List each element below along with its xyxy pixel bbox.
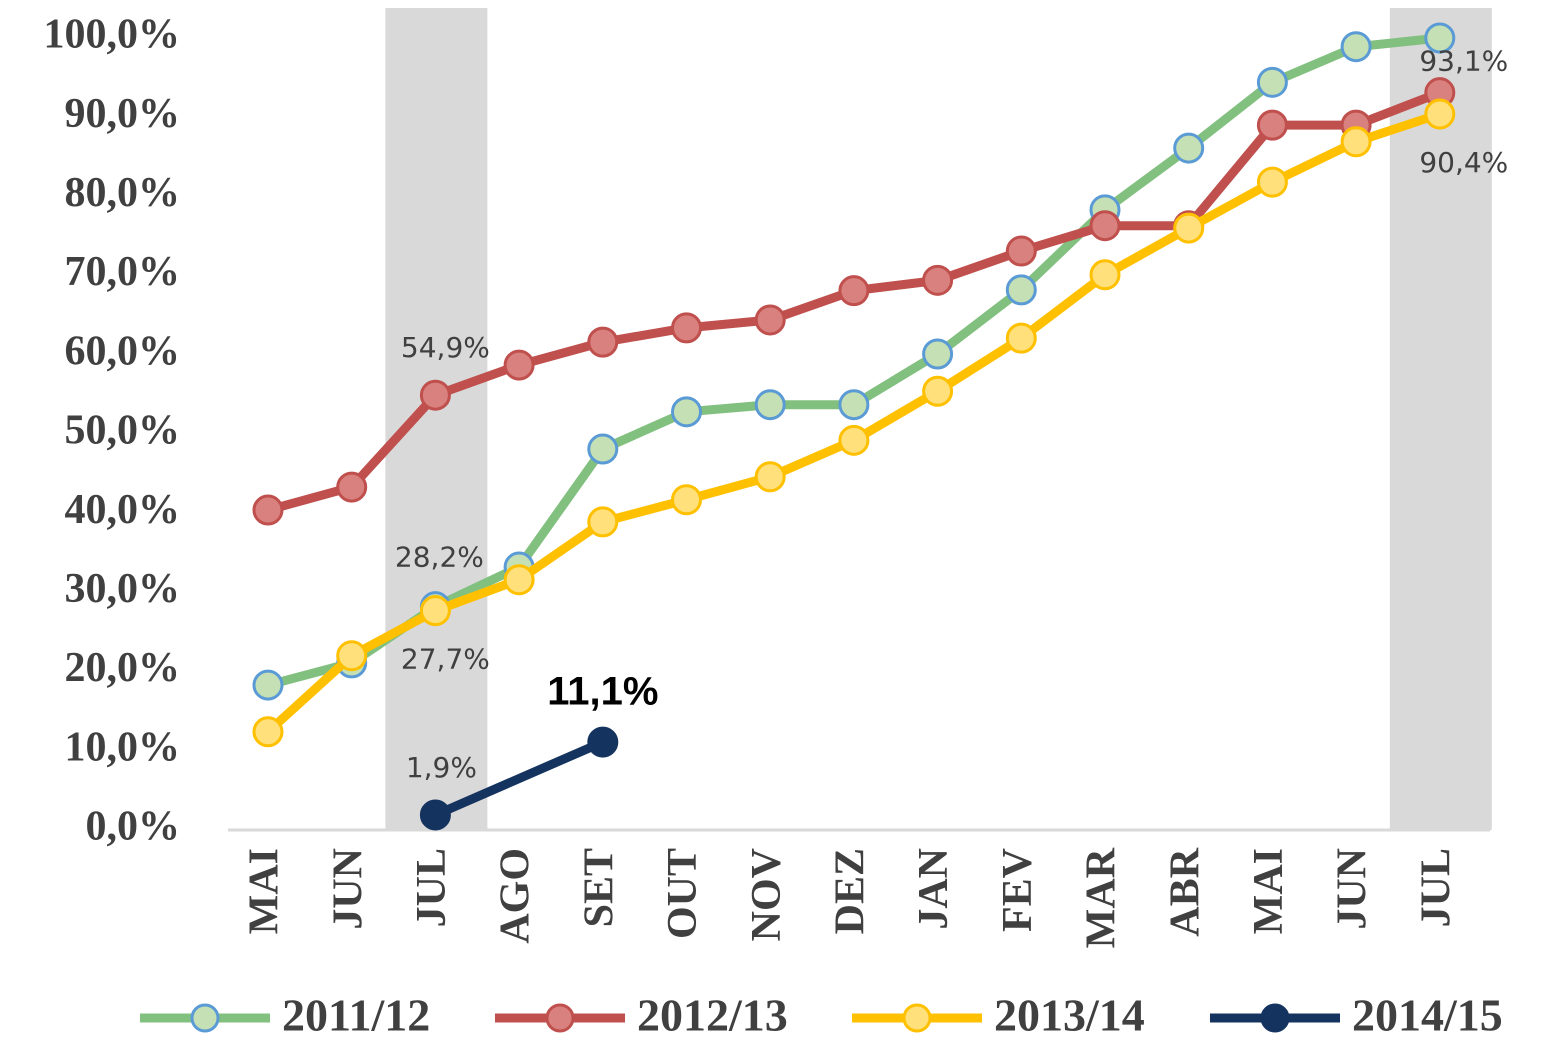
x-tick-label: JUL [1413, 848, 1459, 927]
x-tick-label: JUL [409, 848, 455, 927]
series-marker [336, 471, 368, 503]
series-marker [1089, 210, 1121, 242]
series-marker [1256, 66, 1288, 98]
x-tick-label: SET [576, 848, 622, 927]
y-tick-label: 30,0% [65, 566, 181, 612]
series-marker [336, 640, 368, 672]
x-tick-label: FEV [995, 848, 1041, 932]
y-tick-label: 90,0% [65, 91, 181, 137]
series-marker [754, 304, 786, 336]
legend-marker [1260, 1003, 1290, 1033]
data-label: 90,4% [1419, 146, 1508, 179]
highlight-band [385, 8, 488, 830]
y-tick-label: 60,0% [65, 328, 181, 374]
y-tick-label: 0,0% [86, 804, 181, 850]
series-marker [587, 726, 619, 758]
y-tick-label: 80,0% [65, 170, 181, 216]
series-marker [922, 264, 954, 296]
legend-label: 2013/14 [994, 990, 1145, 1041]
series-marker [419, 799, 451, 831]
series-marker [754, 461, 786, 493]
series-marker [1005, 235, 1037, 267]
x-tick-label: MAI [242, 848, 288, 934]
data-label: 1,9% [406, 751, 477, 784]
series-marker [587, 506, 619, 538]
series-marker [503, 564, 535, 596]
series-marker [1340, 126, 1372, 158]
series-line [433, 737, 605, 820]
series-marker [252, 716, 284, 748]
x-tick-label: ABR [1162, 847, 1208, 936]
series-marker [1424, 22, 1456, 54]
legend-marker [545, 1003, 575, 1033]
y-tick-label: 40,0% [65, 487, 181, 533]
series-marker [671, 312, 702, 344]
series-marker [587, 326, 619, 358]
x-tick-label: JUN [325, 848, 371, 930]
legend-label: 2012/13 [637, 990, 788, 1041]
data-label: 28,2% [395, 541, 484, 574]
series-marker [1089, 259, 1121, 291]
series-marker [1173, 132, 1205, 164]
series-marker [252, 669, 284, 701]
series-marker [1424, 98, 1456, 130]
y-tick-label: 100,0% [44, 12, 181, 58]
x-tick-label: JUN [1330, 848, 1376, 930]
y-tick-label: 10,0% [65, 724, 181, 770]
y-tick-label: 20,0% [65, 645, 181, 691]
series-marker [1005, 274, 1037, 306]
x-tick-label: MAI [1246, 848, 1292, 934]
data-label: 54,9% [401, 331, 490, 364]
x-tick-label: OUT [660, 848, 706, 939]
series-marker [1256, 109, 1288, 141]
series-marker [419, 379, 451, 411]
x-tick-label: JAN [911, 848, 957, 930]
x-tick-label: DEZ [828, 848, 874, 934]
series-marker [1173, 212, 1205, 244]
series-marker [838, 275, 870, 307]
series-marker [922, 375, 954, 407]
series-marker [587, 433, 619, 465]
series-marker [1005, 322, 1037, 354]
legend-label: 2011/12 [282, 990, 430, 1041]
series-marker [671, 396, 702, 428]
series-marker [1256, 166, 1288, 198]
x-tick-label: NOV [744, 848, 790, 941]
x-tick-label: MAR [1079, 847, 1125, 948]
series-marker [838, 389, 870, 421]
y-tick-label: 50,0% [65, 408, 181, 454]
series-marker [252, 494, 284, 526]
series-marker [671, 484, 702, 516]
series-marker [419, 595, 451, 627]
y-tick-label: 70,0% [65, 249, 181, 295]
legend-marker [902, 1003, 932, 1033]
series-marker [1340, 31, 1372, 63]
legend-label: 2014/15 [1352, 990, 1503, 1041]
series-marker [922, 338, 954, 370]
legend-marker [190, 1003, 220, 1033]
data-label: 93,1% [1419, 45, 1508, 78]
data-label: 27,7% [401, 643, 490, 676]
x-tick-label: AGO [493, 848, 539, 944]
series-marker [754, 389, 786, 421]
series-marker [503, 349, 535, 381]
highlight-band [1389, 8, 1492, 830]
series-marker [838, 424, 870, 456]
data-label: 11,1% [547, 670, 658, 714]
